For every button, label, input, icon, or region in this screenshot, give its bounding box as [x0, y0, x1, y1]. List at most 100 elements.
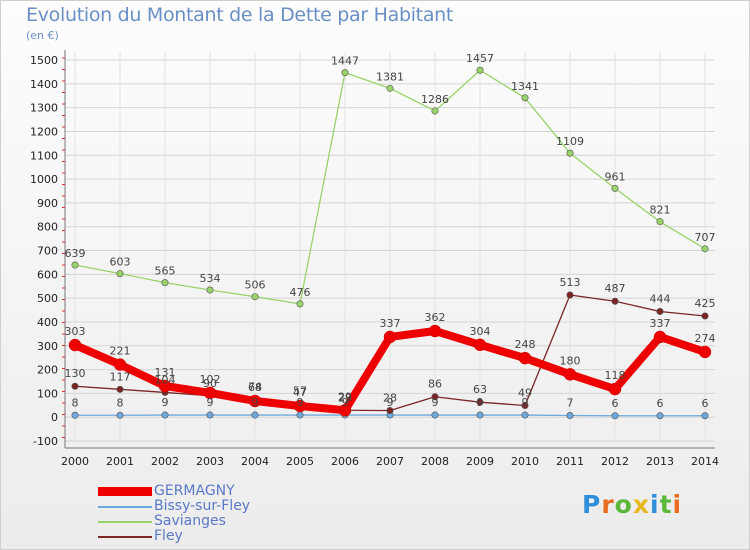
data-point-germagny [563, 368, 577, 381]
logo-letter: r [601, 490, 615, 519]
data-label-bissy-sur-fley: 9 [297, 396, 304, 409]
legend-swatch [98, 487, 152, 496]
data-label-germagny: 102 [200, 373, 221, 386]
data-label-bissy-sur-fley: 9 [432, 396, 439, 409]
data-label-savianges: 1341 [511, 80, 539, 93]
data-label-fley: 28 [383, 392, 397, 405]
data-label-bissy-sur-fley: 9 [207, 396, 214, 409]
data-label-germagny: 362 [425, 311, 446, 324]
data-label-savianges: 639 [65, 247, 86, 260]
data-point-fley [386, 407, 394, 415]
data-point-germagny [113, 358, 127, 371]
data-label-fley: 86 [428, 378, 442, 391]
axes [62, 50, 715, 449]
data-label-germagny: 304 [470, 325, 491, 338]
data-label-savianges: 1447 [331, 55, 359, 68]
legend-swatch [98, 505, 152, 508]
data-label-fley: 57 [293, 385, 307, 398]
y-tick-label: 700 [37, 245, 58, 258]
data-point-bissy-sur-fley [521, 411, 529, 419]
logo-letter: x [632, 490, 650, 519]
data-point-savianges [206, 286, 214, 294]
x-tick-label: 2011 [556, 455, 584, 468]
data-point-germagny [68, 338, 82, 352]
legend-label: Bissy-sur-Fley [154, 498, 251, 514]
data-label-savianges: 1381 [376, 70, 404, 83]
y-tick-label: 0 [51, 411, 58, 424]
logo-letter: o [614, 490, 633, 519]
logo-letter: i [650, 490, 660, 519]
y-tick-label: 1100 [30, 149, 58, 162]
x-tick-label: 2006 [331, 455, 359, 468]
data-label-savianges: 506 [245, 279, 266, 292]
data-point-savianges [656, 218, 664, 226]
legend-swatch [98, 535, 152, 538]
y-tick-label: 800 [37, 221, 58, 234]
data-label-bissy-sur-fley: 9 [162, 396, 169, 409]
data-label-fley: 49 [518, 387, 532, 400]
data-point-savianges [566, 149, 574, 157]
data-point-bissy-sur-fley [296, 411, 304, 419]
data-point-germagny [383, 330, 397, 344]
data-point-germagny [473, 338, 487, 352]
data-label-savianges: 476 [290, 286, 311, 299]
legend-label: Savianges [154, 513, 226, 529]
x-tick-label: 2008 [421, 455, 449, 468]
data-label-fley: 90 [203, 377, 217, 390]
x-tick-label: 2012 [601, 455, 629, 468]
data-point-bissy-sur-fley [476, 411, 484, 419]
data-point-savianges [431, 107, 439, 115]
data-point-germagny [653, 330, 667, 344]
x-tick-label: 2001 [106, 455, 134, 468]
chart-subtitle: (en €) [26, 29, 59, 42]
y-tick-label: 200 [37, 364, 58, 377]
data-point-savianges [296, 300, 304, 308]
data-label-germagny: 180 [560, 354, 581, 367]
data-point-germagny [518, 351, 532, 365]
x-tick-label: 2004 [241, 455, 269, 468]
data-point-savianges [341, 69, 349, 77]
data-point-germagny [203, 386, 217, 400]
data-label-bissy-sur-fley: 8 [117, 396, 124, 409]
data-point-savianges [701, 245, 709, 253]
data-label-germagny: 118 [605, 369, 626, 382]
data-point-fley [476, 398, 484, 406]
data-label-bissy-sur-fley: 9 [387, 396, 394, 409]
data-point-fley [116, 385, 124, 393]
y-tick-label: 1300 [30, 102, 58, 115]
legend-label: GERMAGNY [154, 483, 235, 499]
data-labels: 8 8 9 9 9 9 9 9 9 9 9 7 6 6 6 639 603 565 534 506 476 1447 138… [65, 52, 716, 410]
y-tick-label: 1000 [30, 173, 58, 186]
data-label-savianges: 603 [110, 256, 131, 269]
data-label-germagny: 303 [65, 325, 86, 338]
y-tick-label: 300 [37, 340, 58, 353]
data-point-savianges [521, 94, 529, 102]
data-point-fley [521, 402, 529, 410]
data-point-germagny [158, 379, 172, 393]
x-tick-label: 2009 [466, 455, 494, 468]
data-label-bissy-sur-fley: 9 [252, 396, 259, 409]
data-point-savianges [476, 66, 484, 74]
y-tick-label: 400 [37, 316, 58, 329]
y-tick-label: 1500 [30, 54, 58, 67]
data-label-savianges: 1457 [466, 52, 494, 65]
data-label-germagny: 68 [248, 381, 262, 394]
data-label-fley: 425 [695, 297, 716, 310]
data-label-savianges: 534 [200, 272, 221, 285]
data-label-bissy-sur-fley: 9 [522, 396, 529, 409]
data-point-savianges [71, 261, 79, 269]
logo-letter: i [672, 490, 683, 519]
x-tick-label: 2014 [691, 455, 719, 468]
data-point-fley [701, 312, 709, 320]
data-point-fley [431, 393, 439, 401]
y-tick-label: 1200 [30, 125, 58, 138]
data-point-fley [566, 291, 574, 299]
grid-lines [65, 52, 715, 442]
data-point-bissy-sur-fley [116, 411, 124, 419]
data-label-savianges: 707 [695, 231, 716, 244]
data-label-germagny: 131 [155, 366, 176, 379]
data-label-germagny: 337 [380, 317, 401, 330]
data-label-fley: 74 [248, 381, 262, 394]
data-label-fley: 104 [155, 373, 176, 386]
